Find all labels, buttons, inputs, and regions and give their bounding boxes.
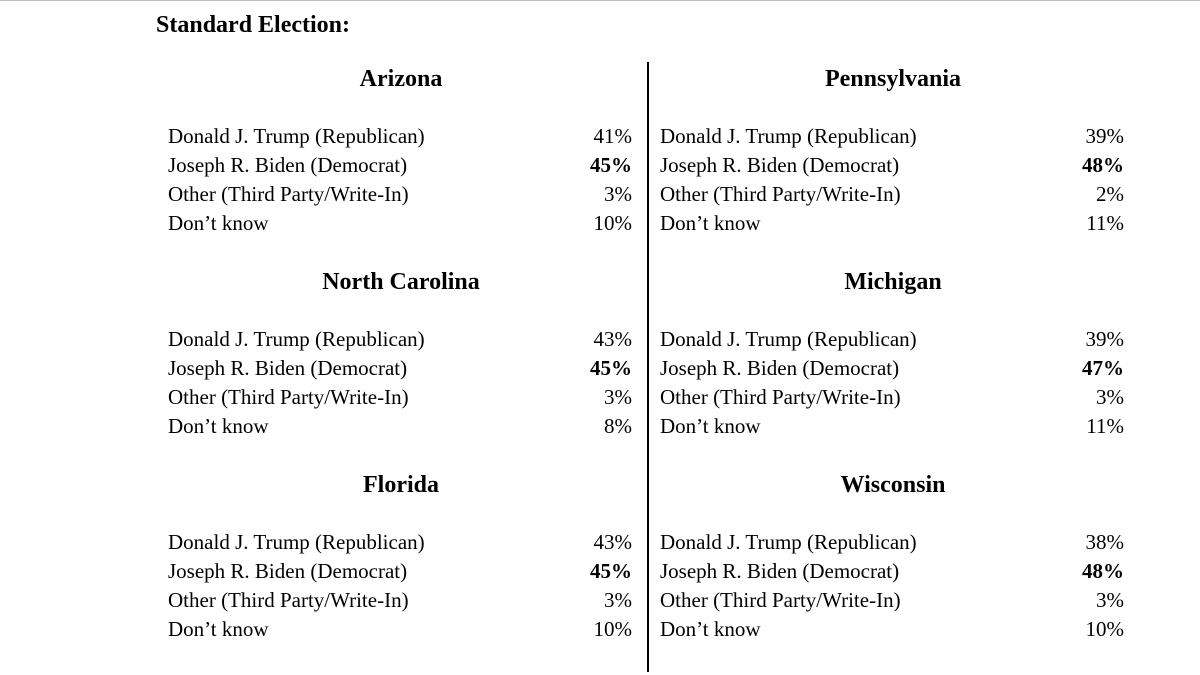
- candidate-percent: 39%: [1085, 327, 1125, 351]
- result-row-trump: Donald J. Trump (Republican) 41%: [168, 122, 636, 151]
- candidate-name: Don’t know: [168, 617, 269, 641]
- candidate-name: Other (Third Party/Write-In): [660, 385, 901, 409]
- candidate-percent-leader: 47%: [1082, 356, 1124, 380]
- result-row-biden: Joseph R. Biden (Democrat) 48%: [660, 557, 1128, 586]
- candidate-name: Other (Third Party/Write-In): [168, 385, 409, 409]
- candidate-percent: 3%: [1096, 385, 1124, 409]
- result-row-dont-know: Don’t know 11%: [660, 412, 1128, 441]
- state-heading: Arizona: [359, 66, 443, 92]
- candidate-percent-leader: 45%: [590, 356, 632, 380]
- candidate-name: Donald J. Trump (Republican): [168, 124, 425, 148]
- candidate-name: Other (Third Party/Write-In): [168, 182, 409, 206]
- candidate-percent: 8%: [604, 414, 632, 438]
- candidate-percent: 39%: [1085, 124, 1125, 148]
- candidate-percent: 3%: [1096, 588, 1124, 612]
- candidate-name: Don’t know: [660, 617, 761, 641]
- candidate-percent: 38%: [1085, 530, 1125, 554]
- result-row-biden: Joseph R. Biden (Democrat) 45%: [168, 151, 636, 180]
- results-list: Donald J. Trump (Republican) 43% Joseph …: [168, 325, 636, 441]
- result-row-other: Other (Third Party/Write-In) 3%: [660, 383, 1128, 412]
- candidate-percent-leader: 45%: [590, 559, 632, 583]
- candidate-percent: 2%: [1096, 182, 1124, 206]
- result-row-dont-know: Don’t know 8%: [168, 412, 636, 441]
- results-list: Donald J. Trump (Republican) 39% Joseph …: [660, 325, 1128, 441]
- candidate-name: Joseph R. Biden (Democrat): [660, 559, 900, 583]
- candidate-name: Don’t know: [168, 211, 269, 235]
- candidate-percent: 43%: [593, 530, 633, 554]
- candidate-percent: 3%: [604, 588, 632, 612]
- result-row-other: Other (Third Party/Write-In) 2%: [660, 180, 1128, 209]
- candidate-name: Other (Third Party/Write-In): [660, 182, 901, 206]
- candidate-name: Joseph R. Biden (Democrat): [660, 153, 900, 177]
- result-row-other: Other (Third Party/Write-In) 3%: [168, 586, 636, 615]
- results-list: Donald J. Trump (Republican) 43% Joseph …: [168, 528, 636, 644]
- results-list: Donald J. Trump (Republican) 41% Joseph …: [168, 122, 636, 238]
- result-row-dont-know: Don’t know 10%: [168, 209, 636, 238]
- candidate-percent-leader: 48%: [1082, 559, 1124, 583]
- result-row-dont-know: Don’t know 10%: [168, 615, 636, 644]
- candidate-percent-leader: 45%: [590, 153, 632, 177]
- result-row-trump: Donald J. Trump (Republican) 38%: [660, 528, 1128, 557]
- candidate-name: Don’t know: [660, 414, 761, 438]
- result-row-biden: Joseph R. Biden (Democrat) 45%: [168, 557, 636, 586]
- candidate-percent: 41%: [593, 124, 633, 148]
- candidate-name: Other (Third Party/Write-In): [660, 588, 901, 612]
- state-heading: North Carolina: [322, 269, 480, 295]
- candidate-percent: 11%: [1086, 414, 1124, 438]
- candidate-name: Other (Third Party/Write-In): [168, 588, 409, 612]
- state-heading: Pennsylvania: [824, 66, 962, 92]
- results-list: Donald J. Trump (Republican) 38% Joseph …: [660, 528, 1128, 644]
- result-row-trump: Donald J. Trump (Republican) 39%: [660, 122, 1128, 151]
- result-row-dont-know: Don’t know 10%: [660, 615, 1128, 644]
- state-heading: Wisconsin: [840, 472, 946, 498]
- candidate-percent: 3%: [604, 182, 632, 206]
- candidate-name: Joseph R. Biden (Democrat): [168, 559, 408, 583]
- candidate-name: Donald J. Trump (Republican): [660, 124, 917, 148]
- candidate-percent: 10%: [1085, 617, 1125, 641]
- result-row-biden: Joseph R. Biden (Democrat) 45%: [168, 354, 636, 383]
- results-list: Donald J. Trump (Republican) 39% Joseph …: [660, 122, 1128, 238]
- page-top-edge: [0, 0, 1200, 1]
- result-row-biden: Joseph R. Biden (Democrat) 48%: [660, 151, 1128, 180]
- result-row-trump: Donald J. Trump (Republican) 43%: [168, 325, 636, 354]
- candidate-name: Donald J. Trump (Republican): [168, 327, 425, 351]
- candidate-name: Joseph R. Biden (Democrat): [168, 153, 408, 177]
- result-row-other: Other (Third Party/Write-In) 3%: [168, 180, 636, 209]
- result-row-trump: Donald J. Trump (Republican) 43%: [168, 528, 636, 557]
- candidate-percent: 43%: [593, 327, 633, 351]
- state-heading: Florida: [363, 472, 439, 498]
- result-row-dont-know: Don’t know 11%: [660, 209, 1128, 238]
- candidate-percent: 11%: [1086, 211, 1124, 235]
- candidate-name: Don’t know: [660, 211, 761, 235]
- candidate-percent: 3%: [604, 385, 632, 409]
- result-row-other: Other (Third Party/Write-In) 3%: [660, 586, 1128, 615]
- candidate-percent: 10%: [593, 617, 633, 641]
- document-title: Standard Election:: [156, 12, 351, 38]
- column-divider: [647, 62, 649, 672]
- candidate-percent-leader: 48%: [1082, 153, 1124, 177]
- candidate-percent: 10%: [593, 211, 633, 235]
- candidate-name: Donald J. Trump (Republican): [660, 530, 917, 554]
- state-heading: Michigan: [844, 269, 942, 295]
- result-row-biden: Joseph R. Biden (Democrat) 47%: [660, 354, 1128, 383]
- candidate-name: Donald J. Trump (Republican): [660, 327, 917, 351]
- candidate-name: Joseph R. Biden (Democrat): [168, 356, 408, 380]
- candidate-name: Donald J. Trump (Republican): [168, 530, 425, 554]
- candidate-name: Don’t know: [168, 414, 269, 438]
- result-row-trump: Donald J. Trump (Republican) 39%: [660, 325, 1128, 354]
- result-row-other: Other (Third Party/Write-In) 3%: [168, 383, 636, 412]
- candidate-name: Joseph R. Biden (Democrat): [660, 356, 900, 380]
